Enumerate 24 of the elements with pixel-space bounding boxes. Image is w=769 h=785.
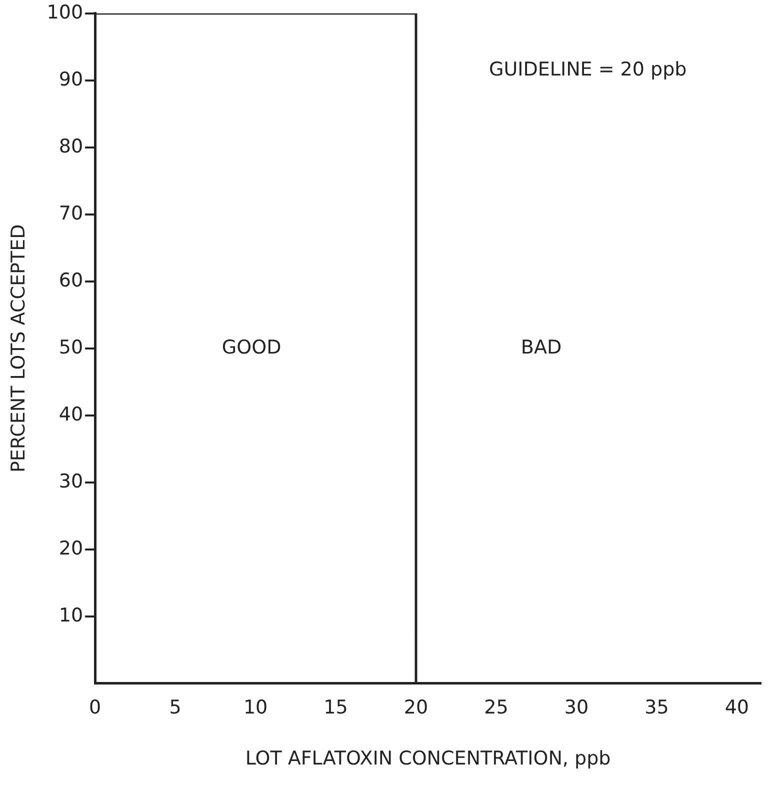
y-axis-title: PERCENT LOTS ACCEPTED	[7, 224, 30, 473]
x-tick-label: 10	[243, 696, 268, 719]
y-tick-label: 20	[58, 537, 84, 560]
x-tick-label: 40	[724, 696, 750, 719]
x-tick-label: 35	[644, 696, 669, 719]
y-tick-label: 30	[58, 470, 84, 492]
y-tick-label: 50	[58, 336, 84, 358]
y-tick-label: 60	[58, 269, 84, 292]
x-axis-title: LOT AFLATOXIN CONCENTRATION, ppb	[245, 748, 611, 770]
x-tick-label: 20	[404, 696, 428, 719]
x-tick-label: 5	[169, 696, 182, 719]
x-tick-label: 0	[89, 696, 102, 719]
y-tick-label: 80	[58, 135, 84, 158]
x-tick-label: 30	[564, 696, 589, 719]
y-tick-label: 70	[58, 202, 84, 224]
annotation: GUIDELINE = 20 ppb	[489, 58, 687, 80]
annotation: BAD	[520, 336, 562, 358]
x-tick-label: 25	[484, 696, 508, 719]
y-tick-label: 100	[46, 1, 84, 24]
annotation: GOOD	[222, 336, 282, 358]
y-tick-label: 10	[58, 604, 84, 626]
y-tick-label: 40	[58, 403, 84, 426]
y-tick-label: 90	[58, 68, 84, 90]
x-tick-label: 15	[324, 696, 348, 719]
